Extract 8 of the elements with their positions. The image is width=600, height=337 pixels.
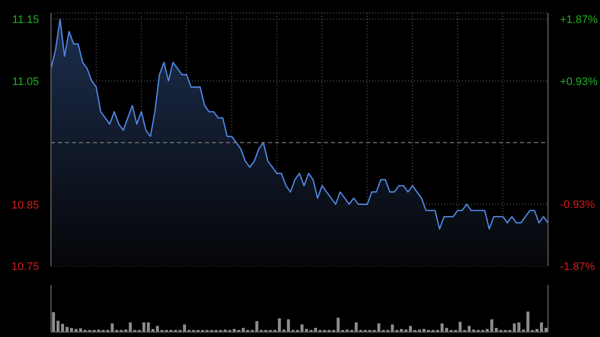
y2-tick-label: +0.93% [560, 76, 598, 88]
y-tick-label: 11.05 [12, 76, 39, 88]
y-tick-label: 10.75 [11, 261, 39, 273]
y2-tick-label: +1.87% [560, 14, 598, 26]
y-tick-label: 11.15 [12, 14, 39, 26]
y2-tick-label: -0.93% [560, 198, 596, 211]
y2-tick-label: -1.87% [560, 261, 596, 273]
y-tick-label: 10.85 [11, 199, 39, 212]
